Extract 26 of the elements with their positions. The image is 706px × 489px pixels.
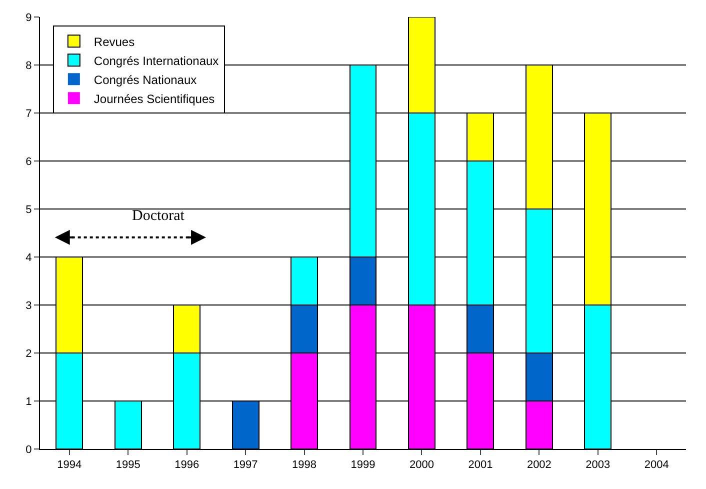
y-tick-label: 6 [26, 156, 32, 168]
legend-label: Revues [94, 34, 135, 49]
x-tick-label: 2002 [526, 459, 552, 472]
x-tick-label: 1998 [292, 459, 317, 472]
annotation: Doctorat [132, 208, 186, 224]
y-tick-label: 5 [26, 204, 32, 216]
x-tick-label: 1997 [233, 459, 258, 472]
y-tick-label: 1 [26, 396, 32, 408]
x-tick-label: 2003 [586, 459, 610, 472]
x-tick-label: 2000 [409, 459, 434, 472]
y-tick-label: 9 [26, 12, 32, 24]
y-tick-label: 7 [26, 108, 32, 120]
legend-label: Journées Scientifiques [94, 92, 215, 106]
x-tick-label: 1994 [57, 459, 82, 472]
x-tick-label: 1999 [350, 459, 376, 472]
x-tick-label: 1995 [116, 459, 140, 472]
y-tick-label: 3 [26, 300, 32, 312]
y-tick-label: 4 [26, 252, 32, 264]
x-tick-label: 2001 [468, 459, 493, 472]
y-tick-label: 8 [26, 60, 32, 72]
x-tick-label: 1996 [174, 459, 200, 472]
y-tick-label: 2 [26, 348, 32, 360]
x-tick-label: 2004 [644, 459, 669, 472]
legend-label: Congrés Internationaux [94, 54, 219, 68]
y-tick-label: 0 [26, 444, 32, 456]
legend-label: Congrés Nationaux [94, 72, 197, 87]
